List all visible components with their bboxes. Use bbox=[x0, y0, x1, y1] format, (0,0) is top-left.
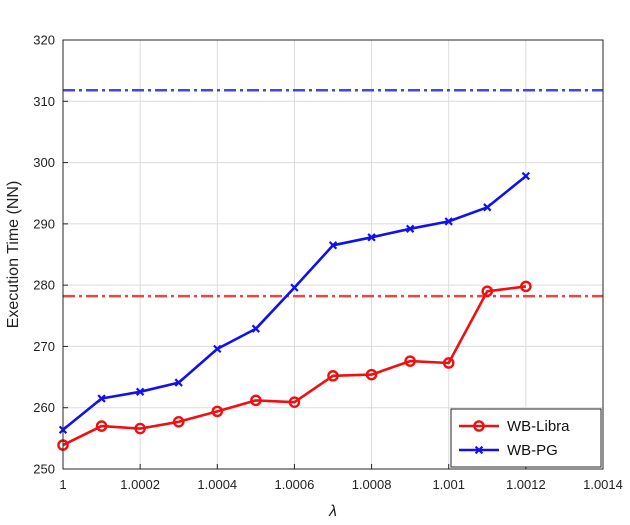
data-point-wb-libra bbox=[211, 405, 224, 418]
x-tick-label: 1.0008 bbox=[352, 477, 392, 492]
x-tick-label: 1.0006 bbox=[275, 477, 315, 492]
data-point-wb-libra bbox=[442, 357, 455, 369]
data-point-wb-libra bbox=[404, 355, 416, 367]
y-tick-label: 270 bbox=[33, 339, 55, 354]
x-marker-stroke bbox=[251, 324, 261, 333]
data-point-wb-pg bbox=[174, 378, 183, 387]
x-axis-label: λ bbox=[328, 503, 337, 520]
x-marker-stroke bbox=[367, 233, 376, 242]
x-marker-stroke bbox=[405, 224, 415, 233]
x-marker-stroke bbox=[483, 203, 492, 212]
data-point-wb-libra bbox=[365, 368, 378, 381]
data-point-wb-libra bbox=[250, 394, 262, 407]
data-point-wb-pg bbox=[405, 224, 415, 233]
series-wb-libra bbox=[57, 280, 532, 451]
series-line-wb-libra bbox=[62, 285, 527, 447]
x-marker-stroke bbox=[444, 217, 453, 226]
x-marker-stroke bbox=[97, 394, 106, 403]
axis-ticks: 1 1.0002 1.0004 1.0006 1.0008 1.001 1.0012 1.00… bbox=[33, 33, 623, 493]
data-point-wb-pg bbox=[135, 387, 145, 396]
x-marker-stroke bbox=[521, 171, 531, 181]
y-tick-label: 290 bbox=[33, 216, 55, 231]
x-marker-stroke bbox=[213, 344, 222, 354]
legend-marker-wb-pg bbox=[474, 445, 484, 455]
legend: WB-Libra WB-PG bbox=[450, 408, 602, 468]
legend-label-wb-libra: WB-Libra bbox=[507, 418, 570, 435]
data-point-wb-libra bbox=[95, 420, 108, 432]
plot-area bbox=[63, 40, 603, 469]
x-tick-label: 1.0014 bbox=[583, 477, 623, 492]
plot-frame bbox=[62, 39, 604, 470]
data-point-wb-libra bbox=[481, 285, 494, 298]
x-marker-stroke bbox=[328, 241, 338, 250]
series bbox=[57, 171, 532, 451]
reference-lines bbox=[63, 89, 603, 298]
data-point-wb-pg bbox=[483, 203, 492, 212]
y-tick-label: 260 bbox=[33, 400, 55, 415]
data-point-wb-pg bbox=[97, 394, 106, 403]
data-point-wb-pg bbox=[213, 344, 222, 354]
x-tick-label: 1.0004 bbox=[197, 477, 237, 492]
y-tick-label: 300 bbox=[33, 155, 55, 170]
y-tick-label: 280 bbox=[33, 278, 55, 293]
x-marker-stroke bbox=[135, 387, 145, 396]
legend-box bbox=[450, 408, 602, 468]
x-tick-label: 1 bbox=[59, 477, 66, 492]
data-point-wb-pg bbox=[328, 241, 338, 250]
x-marker-stroke bbox=[174, 378, 183, 387]
series-wb-pg bbox=[58, 171, 531, 434]
data-point-wb-libra bbox=[134, 422, 146, 435]
x-tick-label: 1.0012 bbox=[506, 477, 546, 492]
data-point-wb-pg bbox=[367, 233, 376, 242]
legend-marker-wb-libra bbox=[473, 420, 485, 432]
x-marker-stroke bbox=[290, 283, 299, 292]
legend-label-wb-pg: WB-PG bbox=[507, 442, 558, 459]
x-tick-label: 1.0002 bbox=[120, 477, 160, 492]
data-point-wb-pg bbox=[251, 324, 261, 333]
data-point-wb-pg bbox=[290, 283, 299, 292]
data-point-wb-libra bbox=[520, 280, 532, 293]
data-point-wb-libra bbox=[172, 416, 185, 428]
data-point-wb-pg bbox=[444, 217, 453, 226]
x-tick-label: 1.001 bbox=[432, 477, 465, 492]
grid bbox=[62, 39, 604, 470]
x-marker-stroke bbox=[474, 445, 484, 455]
y-tick-label: 310 bbox=[33, 94, 55, 109]
data-point-wb-libra bbox=[288, 396, 301, 408]
y-tick-label: 250 bbox=[33, 462, 55, 477]
data-point-wb-pg bbox=[521, 171, 531, 181]
y-tick-label: 320 bbox=[33, 33, 55, 48]
data-point-wb-libra bbox=[327, 370, 339, 382]
y-axis-label: Execution Time (NN) bbox=[5, 181, 22, 329]
